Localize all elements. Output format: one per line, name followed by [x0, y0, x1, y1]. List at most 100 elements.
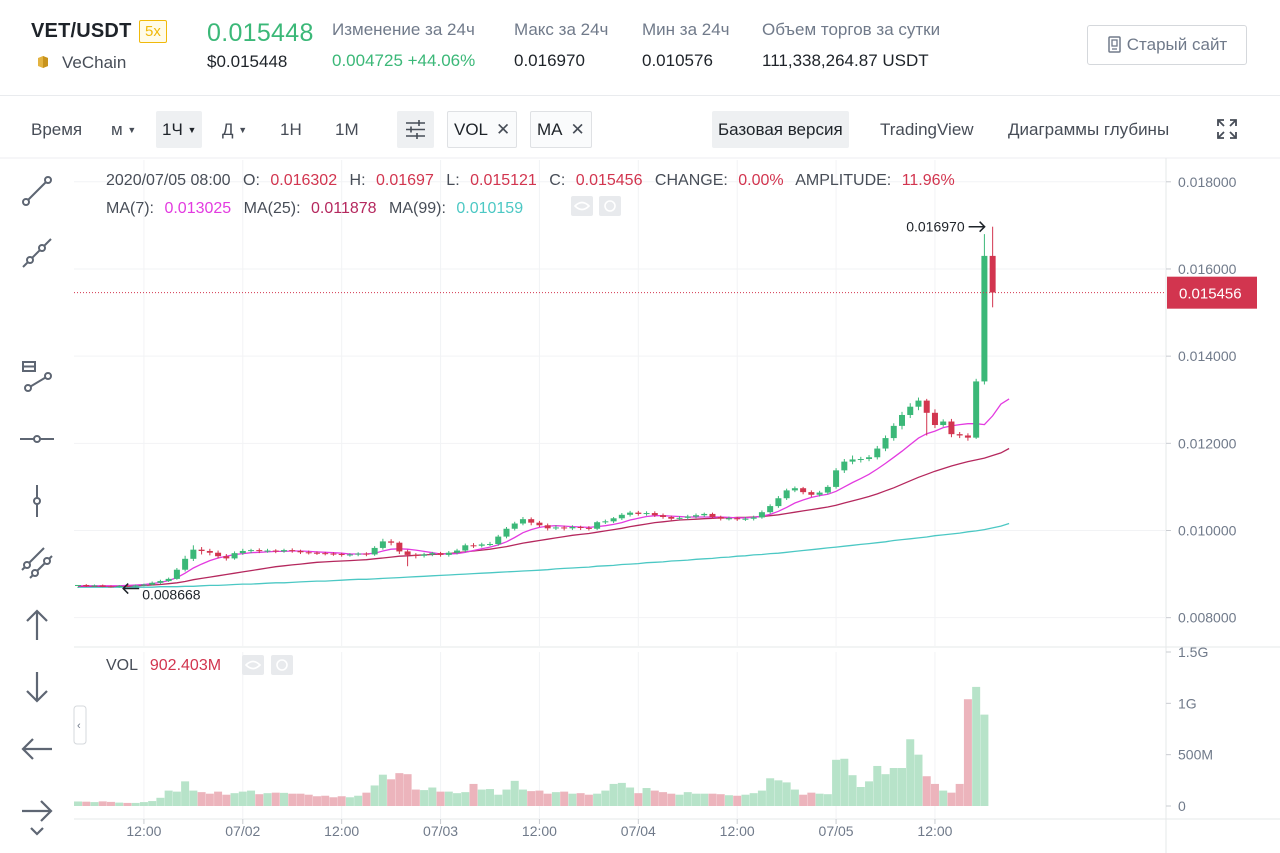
- pair-symbol[interactable]: VET/USDT: [31, 20, 132, 42]
- volume-bar: [312, 796, 321, 806]
- volume-bar: [222, 794, 231, 806]
- eye-icon-bg: [571, 196, 593, 216]
- candle-body: [635, 512, 642, 514]
- legend-change-label: CHANGE:: [655, 172, 728, 189]
- tradingview-tab[interactable]: TradingView: [880, 120, 974, 139]
- arrow-down-icon[interactable]: [18, 668, 56, 706]
- close-icon[interactable]: ✕: [496, 119, 511, 139]
- ma-indicator-chip[interactable]: MA ✕: [530, 111, 592, 148]
- arrow-up-icon[interactable]: [18, 606, 56, 644]
- stat-value: 0.004725 +44.06%: [332, 51, 476, 70]
- old-site-button[interactable]: Старый сайт: [1087, 25, 1247, 65]
- volume-bar: [296, 793, 305, 806]
- volume-bar: [123, 802, 132, 806]
- volume-bar: [238, 791, 247, 806]
- trend-line-icon[interactable]: [18, 172, 56, 210]
- candle-body: [981, 255, 988, 382]
- candle-body: [791, 488, 798, 491]
- volume-bar: [757, 790, 766, 806]
- candle-body: [627, 512, 634, 515]
- stat-change-24h: Изменение за 24ч 0.004725 +44.06%: [332, 20, 475, 71]
- candle-body: [528, 519, 535, 523]
- interval-day-dropdown[interactable]: Д ▼: [222, 111, 247, 148]
- volume-bar: [840, 758, 849, 806]
- volume-bar: [486, 789, 494, 806]
- volume-bar: [263, 793, 272, 806]
- candle-body: [338, 554, 345, 556]
- volume-bar: [898, 768, 906, 806]
- volume-bar: [799, 794, 808, 806]
- close-icon[interactable]: ✕: [570, 119, 585, 139]
- candle-body: [355, 553, 362, 555]
- volume-bar: [955, 783, 964, 806]
- basic-version-tab[interactable]: Базовая версия: [712, 111, 849, 148]
- arrow-right-icon[interactable]: [18, 792, 56, 830]
- interval-month[interactable]: 1М: [335, 120, 359, 139]
- price-tick-label: 0.008000: [1178, 610, 1237, 626]
- candle-body: [948, 421, 955, 435]
- volume-tick-label: 1G: [1178, 695, 1197, 711]
- ma-visibility-toggle[interactable]: [571, 196, 621, 216]
- candle-body: [931, 412, 938, 426]
- candle-body: [866, 457, 873, 460]
- volume-bar: [82, 801, 91, 806]
- vol-indicator-chip[interactable]: VOL ✕: [447, 111, 518, 148]
- volume-bar: [873, 765, 882, 806]
- volume-bar: [164, 790, 173, 806]
- candle-body: [289, 550, 296, 552]
- stat-value: 0.010576: [642, 51, 713, 70]
- volume-bar: [675, 794, 684, 806]
- interval-minute-dropdown[interactable]: м ▼: [111, 111, 136, 148]
- volume-bar: [115, 802, 124, 806]
- volume-bar: [889, 768, 898, 806]
- candle-body: [676, 517, 683, 519]
- volume-bar: [436, 791, 445, 806]
- candle-body: [437, 553, 444, 555]
- candle-body: [734, 518, 741, 520]
- candle-body: [412, 554, 419, 556]
- volume-bar: [774, 780, 783, 806]
- candle-body: [775, 498, 782, 507]
- time-tick-label: 12:00: [917, 823, 952, 839]
- candle-body: [973, 381, 980, 438]
- horizontal-line-icon[interactable]: [18, 420, 56, 458]
- indicator-settings-button[interactable]: [397, 111, 434, 148]
- high-marker-arrow: [968, 221, 986, 233]
- collapse-panel-handle[interactable]: ‹: [73, 705, 87, 745]
- last-price-tag-label: 0.015456: [1179, 286, 1242, 303]
- ray-line-icon[interactable]: [18, 234, 56, 272]
- volume-bar: [90, 802, 99, 806]
- depth-chart-tab[interactable]: Диаграммы глубины: [1008, 120, 1170, 139]
- text-line-icon[interactable]: [18, 358, 56, 396]
- settings-icon-bg: [599, 196, 621, 216]
- vertical-line-icon[interactable]: [18, 482, 56, 520]
- ma99-line: [78, 522, 1010, 588]
- interval-hour-dropdown[interactable]: 1Ч ▼: [156, 111, 203, 148]
- fullscreen-icon[interactable]: [1216, 118, 1238, 140]
- volume-bar: [477, 789, 486, 806]
- candle-body: [157, 581, 164, 583]
- interval-week[interactable]: 1Н: [280, 120, 302, 139]
- arrow-left-icon[interactable]: [18, 730, 56, 768]
- legend-datetime: 2020/07/05 08:00: [106, 172, 231, 189]
- parallel-channel-icon[interactable]: [18, 544, 56, 582]
- candle-body: [322, 553, 329, 555]
- candle-body: [857, 459, 864, 461]
- volume-bar: [428, 787, 437, 806]
- volume-bar: [148, 801, 157, 806]
- volume-bar: [304, 794, 313, 806]
- volume-bar: [535, 790, 544, 806]
- volume-bar: [106, 801, 115, 806]
- legend-vol: VOL 902.403M: [106, 657, 221, 674]
- volume-bar: [395, 773, 404, 806]
- volume-bar: [387, 779, 396, 806]
- candle-body: [824, 486, 831, 493]
- vol-visibility-toggle[interactable]: [242, 655, 293, 675]
- volume-bar: [502, 789, 511, 806]
- stat-label: Объем торгов за сутки: [762, 20, 941, 39]
- chevron-down-icon[interactable]: [18, 822, 56, 842]
- volume-bar: [930, 783, 939, 806]
- volume-bar: [280, 792, 288, 806]
- volume-bar: [362, 792, 371, 806]
